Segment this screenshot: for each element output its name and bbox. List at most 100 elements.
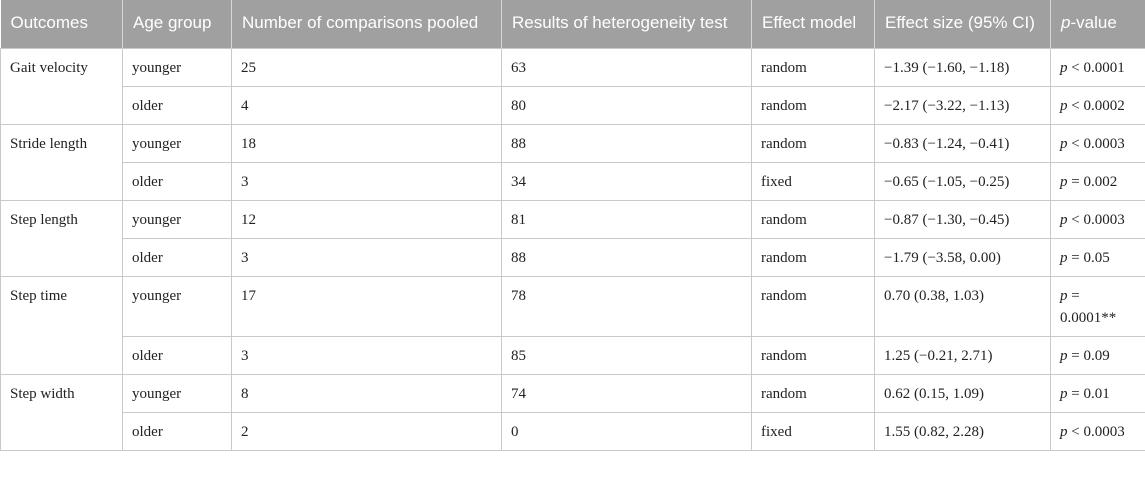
table-row: Gait velocity younger 25 63 random −1.39… — [0, 47, 1145, 125]
p-value-text: = 0.05 — [1067, 249, 1110, 266]
p-value-text: < 0.0001 — [1067, 59, 1125, 76]
p-value-text: < 0.0003 — [1067, 211, 1125, 228]
heterogeneity-cell: 0 — [501, 411, 752, 451]
heterogeneity-cell: 63 — [501, 47, 752, 87]
p-symbol: p — [1060, 97, 1068, 114]
outcome-cell: Gait velocity — [0, 47, 123, 125]
effect-size-cell: −0.83 (−1.24, −0.41) — [874, 123, 1051, 163]
p-value-cell: p = 0.002 — [1050, 161, 1145, 201]
p-value-cell: p < 0.0003 — [1050, 123, 1145, 163]
table-row: older 4 80 random −2.17 (−3.22, −1.13) p… — [1, 85, 1145, 125]
p-symbol: p — [1060, 249, 1068, 266]
age-cell: older — [122, 335, 232, 375]
model-cell: random — [751, 85, 875, 125]
age-cell: younger — [122, 275, 232, 337]
age-cell: younger — [122, 199, 232, 239]
heterogeneity-cell: 80 — [501, 85, 752, 125]
effect-size-cell: 0.62 (0.15, 1.09) — [874, 373, 1051, 413]
p-value-cell: p = 0.01 — [1050, 373, 1145, 413]
table-row: older 3 85 random 1.25 (−0.21, 2.71) p =… — [1, 335, 1145, 375]
header-p-suffix: -value — [1070, 13, 1117, 32]
p-value-text: < 0.0003 — [1067, 135, 1125, 152]
heterogeneity-cell: 81 — [501, 199, 752, 239]
model-cell: random — [751, 275, 875, 337]
comparisons-cell: 3 — [231, 161, 502, 201]
age-cell: older — [122, 85, 232, 125]
results-table: Outcomes Age group Number of comparisons… — [0, 0, 1145, 451]
model-cell: fixed — [751, 161, 875, 201]
comparisons-cell: 25 — [231, 47, 502, 87]
effect-size-cell: −1.39 (−1.60, −1.18) — [874, 47, 1051, 87]
header-age-group: Age group — [122, 0, 232, 48]
model-cell: fixed — [751, 411, 875, 451]
table-row: Step width younger 8 74 random 0.62 (0.1… — [0, 373, 1145, 451]
effect-size-cell: −0.87 (−1.30, −0.45) — [874, 199, 1051, 239]
age-cell: younger — [122, 373, 232, 413]
header-row: Outcomes Age group Number of comparisons… — [0, 0, 1145, 48]
p-value-cell: p < 0.0003 — [1050, 411, 1145, 451]
table-row: older 3 34 fixed −0.65 (−1.05, −0.25) p … — [1, 161, 1145, 201]
p-value-text: < 0.0002 — [1067, 97, 1125, 114]
table-row: Step length younger 12 81 random −0.87 (… — [0, 199, 1145, 277]
p-value-text: = 0.002 — [1067, 173, 1118, 190]
heterogeneity-cell: 88 — [501, 237, 752, 277]
comparisons-cell: 12 — [231, 199, 502, 239]
p-symbol: p — [1060, 173, 1068, 190]
effect-size-cell: −1.79 (−3.58, 0.00) — [874, 237, 1051, 277]
model-cell: random — [751, 47, 875, 87]
model-cell: random — [751, 373, 875, 413]
heterogeneity-cell: 85 — [501, 335, 752, 375]
header-effect-model: Effect model — [751, 0, 875, 48]
comparisons-cell: 8 — [231, 373, 502, 413]
comparisons-cell: 18 — [231, 123, 502, 163]
p-symbol: p — [1060, 347, 1068, 364]
p-value-cell: p < 0.0001 — [1050, 47, 1145, 87]
p-value-text: = 0.01 — [1067, 385, 1110, 402]
comparisons-cell: 2 — [231, 411, 502, 451]
header-comparisons: Number of comparisons pooled — [231, 0, 502, 48]
outcome-cell: Step time — [0, 275, 123, 375]
heterogeneity-cell: 88 — [501, 123, 752, 163]
model-cell: random — [751, 335, 875, 375]
table-row: Step time younger 17 78 random 0.70 (0.3… — [0, 275, 1145, 375]
comparisons-cell: 4 — [231, 85, 502, 125]
age-cell: younger — [122, 47, 232, 87]
outcome-cell: Step length — [0, 199, 123, 277]
effect-size-cell: 1.25 (−0.21, 2.71) — [874, 335, 1051, 375]
outcome-cell: Stride length — [0, 123, 123, 201]
p-value-text: < 0.0003 — [1067, 423, 1125, 440]
effect-size-cell: −2.17 (−3.22, −1.13) — [874, 85, 1051, 125]
p-symbol: p — [1060, 135, 1068, 152]
model-cell: random — [751, 237, 875, 277]
header-heterogeneity: Results of heterogeneity test — [501, 0, 752, 48]
p-symbol: p — [1060, 423, 1068, 440]
heterogeneity-cell: 34 — [501, 161, 752, 201]
header-p-italic: p — [1061, 13, 1071, 32]
p-symbol: p — [1060, 59, 1068, 76]
table-row: older 3 88 random −1.79 (−3.58, 0.00) p … — [1, 237, 1145, 277]
effect-size-cell: −0.65 (−1.05, −0.25) — [874, 161, 1051, 201]
p-symbol: p — [1060, 211, 1068, 228]
header-effect-size: Effect size (95% CI) — [874, 0, 1051, 48]
comparisons-cell: 3 — [231, 335, 502, 375]
p-value-cell: p = 0.0001** — [1050, 275, 1145, 337]
p-value-cell: p = 0.05 — [1050, 237, 1145, 277]
table-row: Stride length younger 18 88 random −0.83… — [0, 123, 1145, 201]
header-p-value: p-value — [1050, 0, 1145, 48]
p-value-cell: p = 0.09 — [1050, 335, 1145, 375]
effect-size-cell: 1.55 (0.82, 2.28) — [874, 411, 1051, 451]
p-symbol: p — [1060, 287, 1068, 304]
outcome-cell: Step width — [0, 373, 123, 451]
age-cell: older — [122, 161, 232, 201]
effect-size-cell: 0.70 (0.38, 1.03) — [874, 275, 1051, 337]
header-outcomes: Outcomes — [0, 0, 123, 48]
p-value-text: = 0.09 — [1067, 347, 1110, 364]
p-symbol: p — [1060, 385, 1068, 402]
p-value-text: = 0.0001** — [1060, 287, 1117, 326]
comparisons-cell: 17 — [231, 275, 502, 337]
age-cell: older — [122, 411, 232, 451]
table-row: older 2 0 fixed 1.55 (0.82, 2.28) p < 0.… — [1, 411, 1145, 451]
comparisons-cell: 3 — [231, 237, 502, 277]
heterogeneity-cell: 74 — [501, 373, 752, 413]
model-cell: random — [751, 123, 875, 163]
